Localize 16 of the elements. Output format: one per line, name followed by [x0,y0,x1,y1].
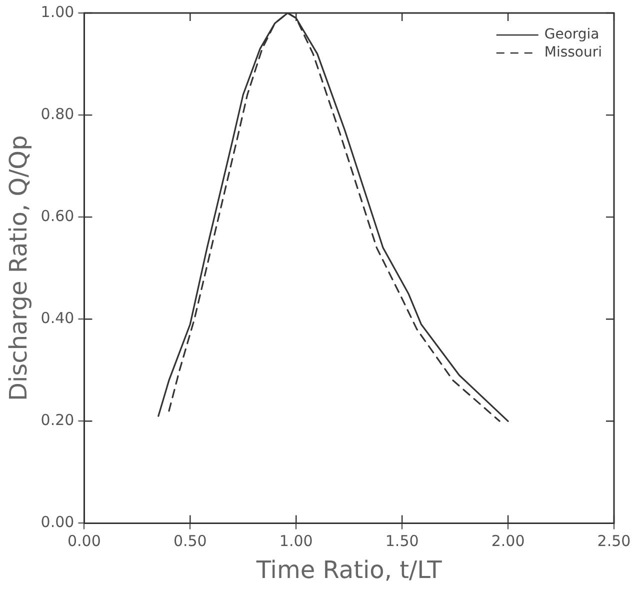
legend-label: Georgia [544,26,600,43]
x-tick-label: 0.50 [173,532,207,550]
x-tick-label: 2.00 [491,532,525,550]
x-tick-label: 1.00 [279,532,313,550]
x-tick-label: 1.50 [385,532,419,550]
y-tick-label: 1.00 [40,2,74,21]
y-tick-label: 0.20 [40,411,74,430]
y-tick-label: 0.60 [40,206,74,225]
y-axis-title: Discharge Ratio, Q/Qp [4,135,33,402]
x-axis-title: Time Ratio, t/LT [255,556,442,584]
x-tick-label: 2.50 [597,532,631,550]
legend-label: Missouri [544,44,602,61]
y-tick-label: 0.80 [40,104,74,123]
x-tick-label: 0.00 [67,532,101,550]
y-tick-label: 0.40 [40,309,74,328]
y-tick-label: 0.00 [40,513,74,532]
